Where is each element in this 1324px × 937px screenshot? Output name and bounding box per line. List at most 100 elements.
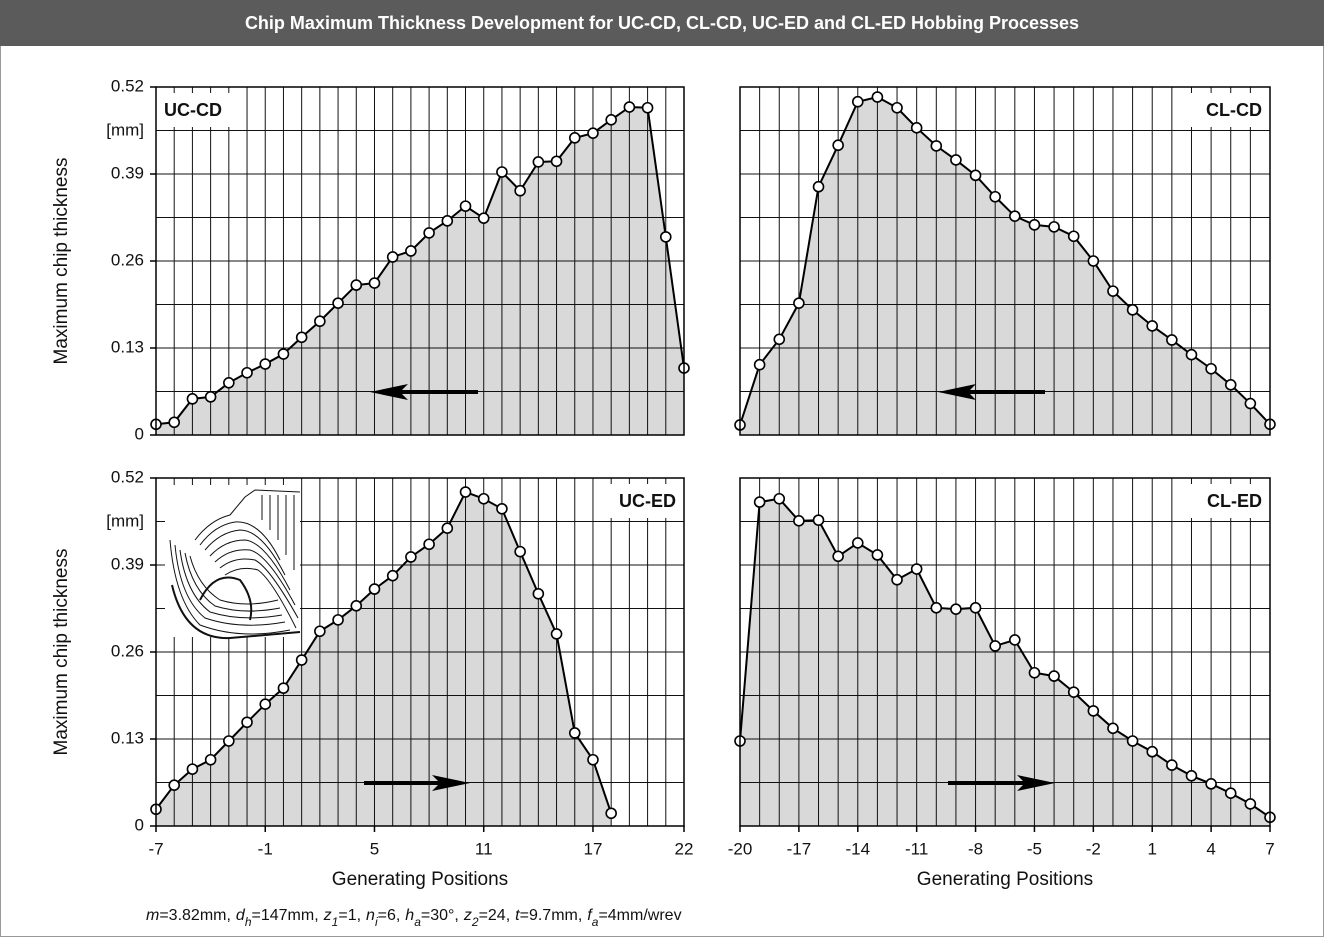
marker <box>315 316 325 326</box>
y-tick-label: 0.26 <box>111 250 144 269</box>
param-value: =147mm, <box>252 907 319 924</box>
marker <box>661 232 671 242</box>
marker <box>369 584 379 594</box>
param-value: =1, <box>338 907 361 924</box>
marker <box>169 417 179 427</box>
y-tick-label: 0.13 <box>111 337 144 356</box>
marker <box>853 538 863 548</box>
marker <box>833 551 843 561</box>
x-tick-label: 17 <box>584 839 603 858</box>
y-axis-title: Maximum chip thickness <box>51 549 72 756</box>
marker <box>1186 771 1196 781</box>
panel-label: UC-ED <box>619 491 676 511</box>
marker <box>278 683 288 693</box>
marker <box>1167 760 1177 770</box>
marker <box>187 764 197 774</box>
x-tick-label: -20 <box>728 839 753 858</box>
marker <box>1128 305 1138 315</box>
marker <box>794 516 804 526</box>
marker <box>990 192 1000 202</box>
marker <box>552 156 562 166</box>
x-tick-label: 4 <box>1206 839 1215 858</box>
panel-label: CL-CD <box>1206 100 1262 120</box>
marker <box>1069 231 1079 241</box>
marker <box>1226 380 1236 390</box>
marker <box>814 182 824 192</box>
marker <box>872 550 882 560</box>
marker <box>755 360 765 370</box>
x-tick-label: -17 <box>787 839 812 858</box>
panel-label: CL-ED <box>1207 491 1262 511</box>
marker <box>1245 399 1255 409</box>
marker <box>1206 364 1216 374</box>
x-tick-label: -1 <box>258 839 273 858</box>
x-tick-label: -7 <box>148 839 163 858</box>
marker <box>224 378 234 388</box>
marker <box>297 655 307 665</box>
marker <box>461 201 471 211</box>
marker <box>643 103 653 113</box>
marker <box>1226 788 1236 798</box>
param-value: =30°, <box>421 907 459 924</box>
x-tick-label: 22 <box>675 839 694 858</box>
marker <box>606 115 616 125</box>
marker <box>297 332 307 342</box>
marker <box>242 368 252 378</box>
y-unit: [mm] <box>106 120 144 139</box>
marker <box>388 252 398 262</box>
panel-label: UC-CD <box>164 100 222 120</box>
marker <box>931 141 941 151</box>
marker <box>931 603 941 613</box>
marker <box>794 298 804 308</box>
marker <box>187 394 197 404</box>
marker <box>479 494 489 504</box>
marker <box>606 808 616 818</box>
x-tick-label: -2 <box>1086 839 1101 858</box>
y-tick-label: 0.52 <box>111 467 144 486</box>
y-unit: [mm] <box>106 511 144 530</box>
marker <box>224 736 234 746</box>
marker <box>497 504 507 514</box>
marker <box>1108 286 1118 296</box>
x-tick-label: -5 <box>1027 839 1042 858</box>
marker <box>552 629 562 639</box>
marker <box>333 615 343 625</box>
marker <box>1069 687 1079 697</box>
marker <box>1088 256 1098 266</box>
marker <box>624 102 634 112</box>
inset-image <box>165 485 300 638</box>
marker <box>1010 635 1020 645</box>
marker <box>1088 706 1098 716</box>
marker <box>442 523 452 533</box>
marker <box>206 755 216 765</box>
marker <box>774 494 784 504</box>
marker <box>315 626 325 636</box>
marker <box>278 349 288 359</box>
marker <box>990 641 1000 651</box>
y-tick-label: 0.13 <box>111 728 144 747</box>
param-value: =3.82mm, <box>159 907 231 924</box>
marker <box>406 246 416 256</box>
x-axis-title: Generating Positions <box>917 869 1093 890</box>
marker <box>1010 211 1020 221</box>
marker <box>1049 222 1059 232</box>
marker <box>260 359 270 369</box>
marker <box>872 92 882 102</box>
x-tick-label: 11 <box>475 839 493 858</box>
x-tick-label: -11 <box>905 839 928 858</box>
marker <box>533 589 543 599</box>
marker <box>333 298 343 308</box>
marker <box>1108 723 1118 733</box>
marker <box>1186 350 1196 360</box>
marker <box>912 123 922 133</box>
marker <box>892 575 902 585</box>
marker <box>260 699 270 709</box>
marker <box>406 552 416 562</box>
marker <box>588 755 598 765</box>
marker <box>570 133 580 143</box>
param-symbol: z <box>323 907 332 924</box>
y-tick-label: 0 <box>135 815 144 834</box>
marker <box>242 717 252 727</box>
y-tick-label: 0.52 <box>111 76 144 95</box>
y-tick-label: 0.39 <box>111 554 144 573</box>
